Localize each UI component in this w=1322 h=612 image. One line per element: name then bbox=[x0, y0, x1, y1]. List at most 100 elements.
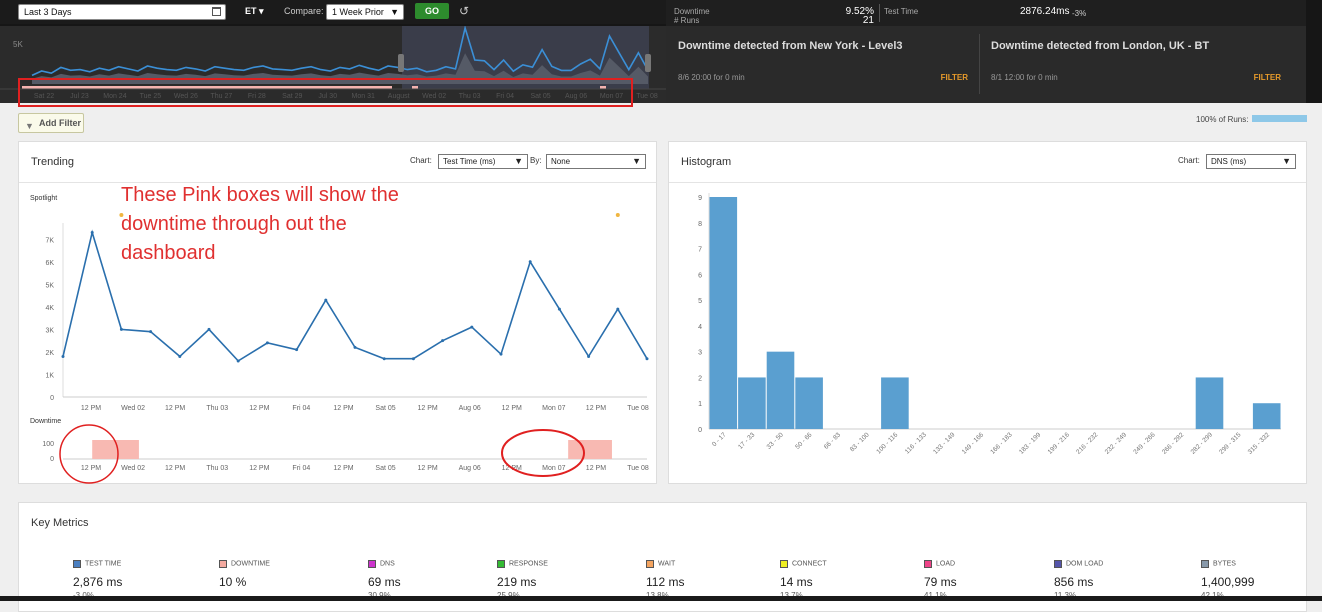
overview-timeline[interactable]: 5K Sat 22 Jul 23 Mon 24 Tue 25 Wed 26 Thu 27 Fr… bbox=[0, 24, 666, 103]
downtime-x-tick-label: 12 PM bbox=[417, 465, 437, 472]
runs-pct-label: 100% of Runs: bbox=[1196, 115, 1249, 124]
overview-date-tick: Aug 06 bbox=[565, 93, 587, 100]
key-metric-item: DOM LOAD 856 ms 11.3% bbox=[1054, 558, 1194, 600]
overview-chart[interactable]: 5K Sat 22 Jul 23 Mon 24 Tue 25 Wed 26 Thu 27 Fr… bbox=[0, 24, 666, 103]
overview-date-tick: Jul 30 bbox=[318, 93, 337, 100]
metric-swatch bbox=[924, 560, 932, 569]
annotation-text: These Pink boxes will show the downtime … bbox=[121, 184, 399, 264]
alert-card[interactable]: Downtime detected from London, UK - BT 8… bbox=[979, 26, 1291, 103]
overview-date-tick: Fri 28 bbox=[248, 93, 266, 100]
divider bbox=[879, 4, 880, 22]
calendar-icon[interactable] bbox=[212, 7, 221, 16]
overview-date-tick: Sat 29 bbox=[282, 93, 302, 100]
x-tick-label: 12 PM bbox=[417, 405, 437, 412]
metric-change: -3.0% bbox=[73, 591, 213, 600]
reset-icon[interactable]: ↺ bbox=[459, 4, 470, 18]
x-tick-label: 232 - 249 bbox=[1104, 431, 1129, 456]
metric-name: BYTES bbox=[1213, 560, 1236, 568]
downtime-x-tick-label: 12 PM bbox=[586, 465, 606, 472]
y-tick-label: 4K bbox=[45, 305, 54, 312]
overview-date-tick: Mon 07 bbox=[600, 93, 623, 100]
x-tick-label: Aug 06 bbox=[459, 405, 481, 412]
x-tick-label: 12 PM bbox=[502, 405, 522, 412]
bottom-strip bbox=[0, 596, 1322, 601]
trending-point bbox=[295, 348, 299, 352]
downtime-x-tick-label: 12 PM bbox=[502, 465, 522, 472]
downtime-x-tick-label: Mon 07 bbox=[542, 465, 565, 472]
histogram-chart-select[interactable]: DNS (ms) ▼ bbox=[1206, 154, 1296, 169]
compare-select[interactable]: 1 Week Prior ▼ bbox=[326, 4, 404, 20]
date-range-value: Last 3 Days bbox=[24, 7, 72, 17]
metric-swatch bbox=[219, 560, 227, 569]
timezone-select[interactable]: ET ▾ bbox=[245, 6, 264, 17]
timezone-value: ET bbox=[245, 6, 257, 16]
trending-title: Trending bbox=[31, 156, 75, 168]
x-tick-label: 12 PM bbox=[586, 405, 606, 412]
key-metrics-panel: Key Metrics TEST TIME 2,876 ms -3.0% DOWNTI… bbox=[18, 502, 1307, 612]
downtime-x-tick-label: 12 PM bbox=[249, 465, 269, 472]
metric-swatch bbox=[73, 560, 81, 569]
runs-label: # Runs bbox=[674, 16, 700, 25]
key-metric-item: LOAD 79 ms 41.1% bbox=[924, 558, 1064, 600]
metric-swatch bbox=[646, 560, 654, 569]
y-tick-label: 5 bbox=[698, 298, 702, 305]
y-tick-label: 8 bbox=[698, 221, 702, 228]
trending-chart-value: Test Time (ms) bbox=[443, 157, 496, 166]
trending-panel: Trending Chart: Test Time (ms) ▼ By: None… bbox=[18, 141, 657, 484]
trending-by-select[interactable]: None ▼ bbox=[546, 154, 646, 169]
trending-point bbox=[324, 298, 328, 302]
downtime-x-tick-label: Wed 02 bbox=[121, 465, 145, 472]
x-tick-label: 33 - 50 bbox=[766, 431, 786, 451]
metric-change: 42.1% bbox=[1201, 591, 1322, 600]
alert-filter-button[interactable]: FILTER bbox=[940, 73, 968, 82]
alert-filter-button[interactable]: FILTER bbox=[1253, 73, 1281, 82]
overview-date-tick: August bbox=[388, 93, 410, 100]
histogram-bar bbox=[1195, 377, 1224, 429]
trending-point bbox=[411, 357, 415, 361]
y-tick-label: 6K bbox=[45, 260, 54, 267]
alert-subtitle: 8/6 20:00 for 0 min bbox=[678, 73, 745, 82]
trending-by-value: None bbox=[551, 157, 571, 166]
histogram-bar bbox=[738, 377, 766, 429]
metric-change: 25.9% bbox=[497, 591, 637, 600]
x-tick-label: Wed 02 bbox=[121, 405, 145, 412]
overview-date-tick: Wed 26 bbox=[174, 93, 198, 100]
trending-point bbox=[353, 345, 357, 349]
trending-point bbox=[616, 307, 620, 311]
y-tick-label: 2K bbox=[45, 350, 54, 357]
downtime-x-tick-label: 12 PM bbox=[333, 465, 353, 472]
metric-change: 30.9% bbox=[368, 591, 508, 600]
trending-point bbox=[382, 357, 386, 361]
x-tick-label: 12 PM bbox=[249, 405, 269, 412]
chevron-down-icon: ▼ bbox=[514, 156, 523, 166]
histogram-chart[interactable]: 0 1 2 3 4 5 6 7 8 9 0 - 17 17 - 33 33 - 50 50 - 66 66 … bbox=[669, 183, 1306, 484]
x-tick-label: 0 - 17 bbox=[711, 431, 728, 448]
trending-point bbox=[61, 354, 65, 358]
overview-area bbox=[32, 53, 648, 84]
alert-card[interactable]: Downtime detected from New York - Level3… bbox=[666, 26, 978, 103]
x-tick-label: 149 - 166 bbox=[961, 431, 986, 456]
y-tick-label: 9 bbox=[698, 195, 702, 202]
downtime-x-tick-label: 12 PM bbox=[165, 465, 185, 472]
x-tick-label: 282 - 299 bbox=[1190, 431, 1215, 456]
y-tick-label: 7K bbox=[45, 237, 54, 244]
downtime-label: Downtime bbox=[674, 7, 710, 16]
x-tick-label: Tue 08 bbox=[627, 405, 649, 412]
add-filter-button[interactable]: ▼ Add Filter bbox=[18, 113, 84, 133]
metric-name: TEST TIME bbox=[85, 560, 122, 568]
go-button[interactable]: GO bbox=[415, 3, 449, 19]
x-tick-label: 17 - 33 bbox=[737, 431, 757, 451]
metric-name: DNS bbox=[380, 560, 395, 568]
x-tick-label: Sat 05 bbox=[375, 405, 395, 412]
chart-label: Chart: bbox=[410, 156, 432, 165]
metric-value: 219 ms bbox=[497, 575, 537, 589]
metric-value: 112 ms bbox=[646, 575, 685, 589]
date-range-select[interactable]: Last 3 Days bbox=[18, 4, 226, 20]
x-tick-label: 216 - 232 bbox=[1075, 431, 1100, 456]
metric-change: 11.3% bbox=[1054, 591, 1194, 600]
metric-value: 1,400,999 bbox=[1201, 575, 1255, 589]
y-tick-label: 5K bbox=[45, 282, 54, 289]
downtime-x-tick-label: Sat 05 bbox=[375, 465, 395, 472]
trending-chart-select[interactable]: Test Time (ms) ▼ bbox=[438, 154, 528, 169]
downtime-value: 9.52% bbox=[845, 6, 874, 17]
